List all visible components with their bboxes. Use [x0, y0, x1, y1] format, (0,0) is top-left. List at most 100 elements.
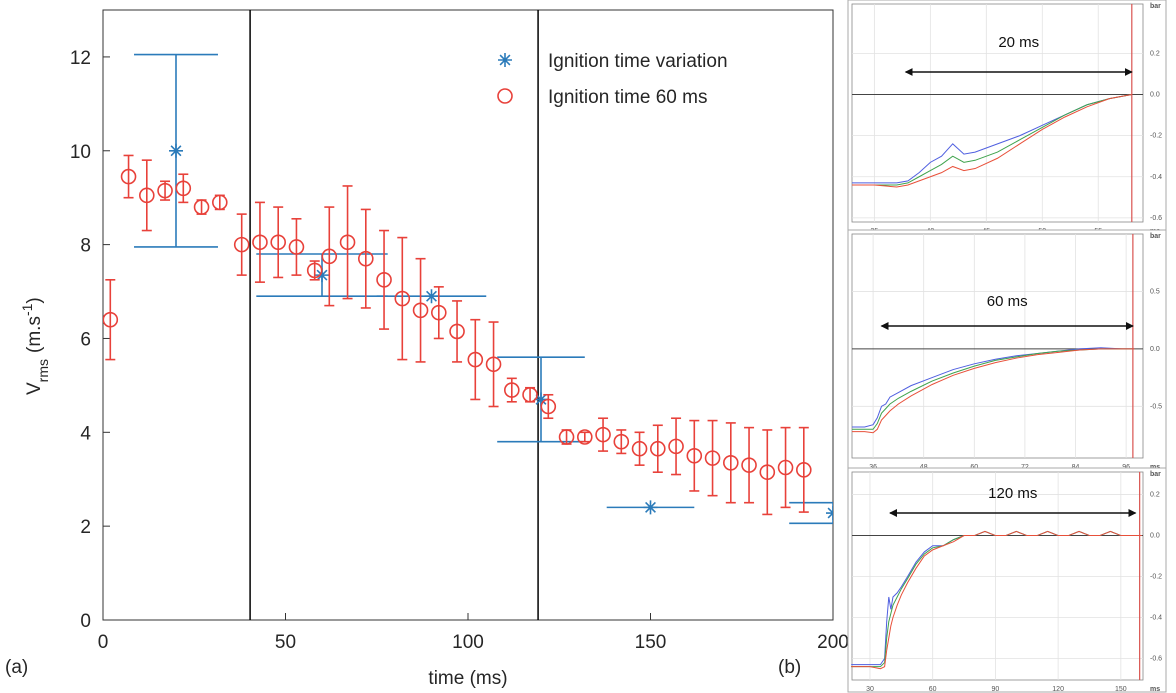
circle-marker: [193, 199, 210, 215]
trace-line: [852, 347, 1135, 428]
y-unit: bar: [1150, 471, 1161, 478]
circle-marker: [288, 239, 305, 255]
circle-marker: [412, 302, 429, 319]
y-tick-label: -0.4: [1150, 614, 1162, 621]
x-axis-label: time (ms): [428, 668, 507, 689]
y-tick-label: 0.0: [1150, 346, 1160, 353]
span-label: 60 ms: [987, 293, 1028, 310]
y-tick-label: 6: [80, 329, 91, 350]
y-unit: bar: [1150, 233, 1161, 240]
circle-marker: [576, 429, 593, 445]
circle-marker: [741, 457, 757, 473]
span-label: 20 ms: [998, 34, 1039, 51]
panel-plot: [851, 3, 1144, 223]
circle-marker: [449, 323, 465, 340]
circle-marker: [631, 440, 648, 457]
circle-marker: [649, 440, 666, 457]
x-unit: ms: [1150, 686, 1160, 693]
y-tick-label: 0.0: [1150, 533, 1160, 540]
y-axis-label: Vrms (m.s-1): [19, 297, 51, 395]
panel-plot: [851, 233, 1144, 459]
plot-area: [103, 10, 833, 620]
y-axis-label-part: -1: [19, 303, 35, 316]
legend-marker: [498, 53, 512, 67]
panel-label: (a): [5, 657, 28, 678]
circle-marker: [558, 429, 575, 445]
y-tick-label: 12: [70, 48, 91, 69]
x-tick-label: 0: [98, 632, 109, 653]
circle-marker: [795, 462, 812, 478]
circle-marker: [212, 194, 228, 211]
circle-marker: [233, 236, 250, 253]
circle-marker: [339, 234, 356, 251]
circle-marker: [540, 398, 557, 415]
circle-marker: [686, 447, 703, 464]
circle-marker: [503, 382, 520, 398]
span-label: 120 ms: [988, 485, 1037, 502]
x-tick-label: 90: [992, 686, 1000, 693]
trace-line: [852, 93, 1132, 186]
star-marker: [643, 500, 658, 515]
circle-marker: [430, 304, 447, 321]
circle-marker: [722, 455, 739, 471]
circle-marker: [613, 433, 630, 450]
circle-marker: [120, 168, 137, 185]
y-tick-label: 0: [80, 611, 91, 632]
circle-marker: [321, 248, 338, 265]
y-tick-label: 0.2: [1150, 492, 1160, 499]
circle-marker: [777, 459, 794, 476]
y-tick-label: 8: [80, 236, 91, 257]
star-marker: [315, 268, 329, 283]
trace-line: [852, 348, 1135, 434]
circle-marker: [467, 351, 484, 368]
y-tick-label: 4: [80, 423, 91, 444]
x-tick-label: 150: [635, 632, 667, 653]
legend-label: Ignition time 60 ms: [548, 87, 707, 108]
star-marker: [534, 392, 548, 407]
circle-marker: [252, 234, 268, 251]
x-tick-label: 30: [866, 686, 874, 693]
circle-marker: [704, 450, 721, 466]
star-marker: [424, 289, 439, 304]
y-tick-label: 10: [70, 142, 91, 163]
circle-marker: [357, 250, 374, 267]
y-tick-label: 0.2: [1150, 50, 1160, 57]
y-tick-label: 0.5: [1150, 288, 1160, 295]
y-tick-label: 0.0: [1150, 91, 1160, 98]
y-axis-label-part: rms: [35, 359, 51, 382]
circle-marker: [103, 311, 119, 328]
panel-label: (b): [778, 657, 801, 678]
legend-marker: [497, 88, 513, 104]
y-tick-label: -0.2: [1150, 574, 1162, 581]
trace-line: [851, 530, 1142, 670]
star-marker: [169, 143, 183, 158]
circle-marker: [595, 426, 611, 443]
y-tick-label: -0.6: [1150, 215, 1162, 222]
trace-line: [852, 93, 1132, 188]
y-axis-label-part: (m.s: [24, 316, 45, 353]
y-tick-label: -0.4: [1150, 174, 1162, 181]
circle-marker: [306, 262, 323, 279]
circle-marker: [668, 438, 684, 455]
circle-marker: [759, 464, 776, 480]
y-axis-label-part: ): [24, 297, 45, 303]
x-tick-label: 200: [817, 632, 849, 653]
circle-marker: [139, 187, 155, 204]
y-tick-label: -0.6: [1150, 655, 1162, 662]
circle-marker: [175, 180, 192, 197]
x-tick-label: 120: [1052, 686, 1064, 693]
y-unit: bar: [1150, 3, 1161, 10]
x-tick-label: 100: [452, 632, 484, 653]
circle-marker: [270, 234, 287, 251]
circle-marker: [485, 356, 502, 373]
circle-marker: [376, 272, 392, 288]
legend-label: Ignition time variation: [548, 51, 728, 72]
y-tick-label: -0.5: [1150, 403, 1162, 410]
x-tick-label: 150: [1115, 686, 1127, 693]
panel-plot: [851, 471, 1144, 681]
y-tick-label: 2: [80, 517, 91, 538]
plot-frame: [102, 9, 834, 621]
circle-marker: [522, 386, 538, 403]
